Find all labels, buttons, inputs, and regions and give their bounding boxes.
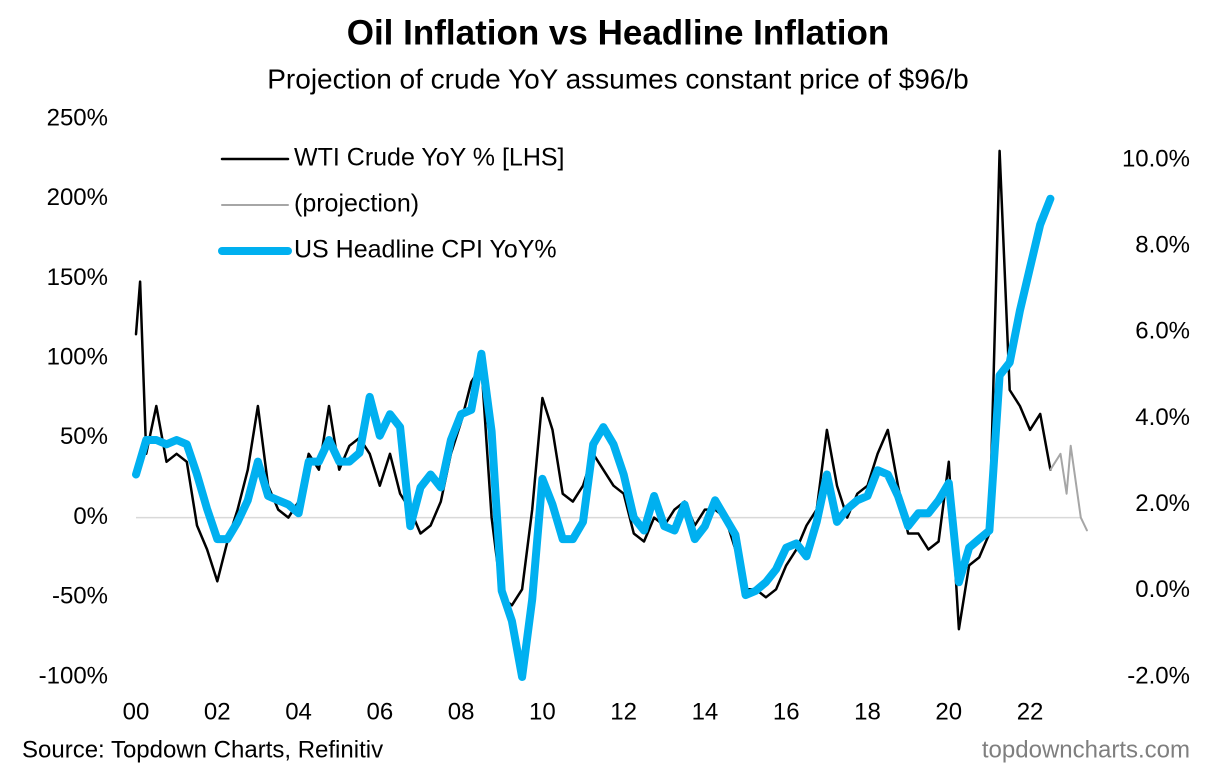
y-tick-label: 100% [47, 343, 108, 370]
y2-tick-label: 2.0% [1135, 490, 1190, 517]
legend-label: WTI Crude YoY % [LHS] [294, 144, 565, 172]
x-tick-label: 12 [610, 698, 637, 725]
y-tick-label: 150% [47, 264, 108, 291]
y-tick-label: 50% [60, 423, 108, 450]
x-tick-label: 22 [1017, 698, 1044, 725]
y2-tick-label: 6.0% [1135, 318, 1190, 345]
y2-tick-label: 8.0% [1135, 231, 1190, 258]
chart-title: Oil Inflation vs Headline Inflation [347, 13, 890, 52]
y2-tick-label: 0.0% [1135, 576, 1190, 603]
x-tick-label: 08 [448, 698, 475, 725]
x-tick-label: 10 [529, 698, 556, 725]
y-tick-label: 250% [47, 104, 108, 131]
y-tick-label: 0% [73, 503, 108, 530]
x-tick-label: 18 [854, 698, 881, 725]
source-note: Source: Topdown Charts, Refinitiv [22, 736, 383, 763]
x-tick-label: 14 [692, 698, 719, 725]
x-tick-label: 04 [285, 698, 312, 725]
x-tick-label: 20 [935, 698, 962, 725]
y2-tick-label: 10.0% [1122, 145, 1190, 172]
x-tick-label: 00 [123, 698, 150, 725]
y-tick-label: -50% [52, 583, 108, 610]
x-tick-label: 16 [773, 698, 800, 725]
legend-label: (projection) [294, 190, 419, 218]
x-tick-label: 02 [204, 698, 231, 725]
series-line [132, 194, 1055, 681]
chart-subtitle: Projection of crude YoY assumes constant… [267, 63, 968, 94]
y-tick-label: -100% [39, 662, 108, 689]
legend-label: US Headline CPI YoY% [294, 236, 557, 264]
series-line [1049, 444, 1088, 532]
y-tick-label: 200% [47, 184, 108, 211]
y2-tick-label: -2.0% [1127, 662, 1190, 689]
y2-tick-label: 4.0% [1135, 404, 1190, 431]
series-line [134, 149, 1052, 631]
x-tick-label: 06 [366, 698, 393, 725]
watermark: topdowncharts.com [982, 736, 1190, 763]
